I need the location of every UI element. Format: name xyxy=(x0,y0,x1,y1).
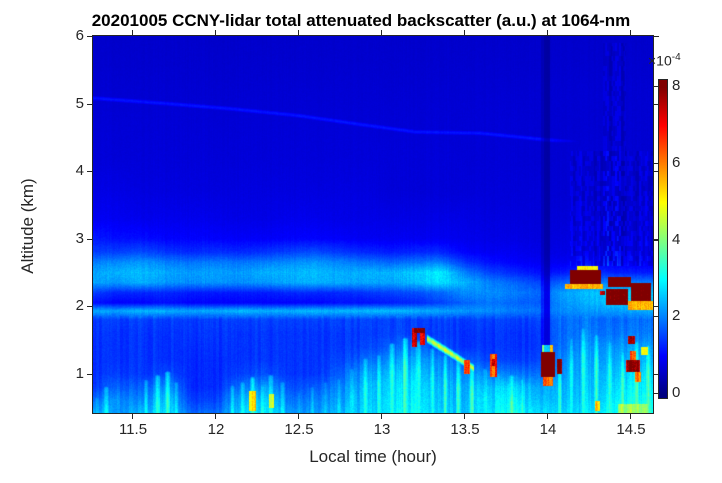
x-tick-mark-top xyxy=(547,30,548,35)
x-tick-label-14: 14 xyxy=(539,421,557,438)
x-tick-mark-top xyxy=(464,30,465,35)
x-tick-mark-top xyxy=(215,30,216,35)
x-tick-mark-top xyxy=(132,30,133,35)
y-tick-mark-right xyxy=(654,239,659,240)
x-tick-label-13: 13 xyxy=(373,421,391,438)
colorbar-multiplier: ×10-4 xyxy=(648,52,681,69)
y-tick-mark xyxy=(87,306,92,307)
colorbar-tick-label-6: 6 xyxy=(672,154,681,171)
colorbar-tick-mark xyxy=(654,86,659,87)
x-tick-mark xyxy=(630,414,631,419)
colorbar-tick-label-4: 4 xyxy=(672,231,681,248)
y-axis-label: Altitude (km) xyxy=(18,178,37,274)
y-tick-label-2: 2 xyxy=(75,297,84,314)
y-tick-mark-right xyxy=(654,306,659,307)
x-axis-label: Local time (hour) xyxy=(309,447,437,466)
colorbar xyxy=(659,80,667,398)
colorbar-tick-mark xyxy=(654,393,659,394)
colorbar-tick-mark xyxy=(654,316,659,317)
y-tick-label-1: 1 xyxy=(75,365,84,382)
y-tick-label-6: 6 xyxy=(75,27,84,44)
x-tick-label-14.5: 14.5 xyxy=(616,421,646,438)
x-tick-mark xyxy=(464,414,465,419)
x-tick-mark-top xyxy=(630,30,631,35)
x-tick-mark-top xyxy=(381,30,382,35)
y-tick-mark xyxy=(87,374,92,375)
y-tick-label-4: 4 xyxy=(75,162,84,179)
chart-title: 20201005 CCNY-lidar total attenuated bac… xyxy=(91,11,631,30)
x-tick-mark xyxy=(132,414,133,419)
colorbar-frame xyxy=(658,79,668,399)
y-tick-label-3: 3 xyxy=(75,230,84,247)
x-tick-label-12.5: 12.5 xyxy=(284,421,314,438)
x-tick-label-11.5: 11.5 xyxy=(118,421,148,438)
y-tick-mark-right xyxy=(654,171,659,172)
x-tick-label-12: 12 xyxy=(207,421,225,438)
colorbar-multiplier-base: ×10 xyxy=(648,52,672,69)
heatmap-plot xyxy=(93,36,653,413)
y-tick-mark-right xyxy=(654,104,659,105)
x-tick-mark xyxy=(547,414,548,419)
colorbar-tick-mark xyxy=(654,240,659,241)
y-tick-mark xyxy=(87,36,92,37)
y-tick-mark xyxy=(87,171,92,172)
x-tick-mark xyxy=(298,414,299,419)
x-tick-label-13.5: 13.5 xyxy=(450,421,480,438)
y-tick-mark-right xyxy=(654,36,659,37)
colorbar-tick-mark xyxy=(654,163,659,164)
y-tick-label-5: 5 xyxy=(75,95,84,112)
colorbar-tick-label-8: 8 xyxy=(672,77,681,94)
colorbar-multiplier-exponent: -4 xyxy=(671,52,681,63)
y-tick-mark xyxy=(87,239,92,240)
y-tick-mark-right xyxy=(654,374,659,375)
x-tick-mark xyxy=(381,414,382,419)
x-tick-mark xyxy=(215,414,216,419)
x-tick-mark-top xyxy=(298,30,299,35)
colorbar-tick-label-0: 0 xyxy=(672,384,681,401)
y-tick-mark xyxy=(87,104,92,105)
colorbar-tick-label-2: 2 xyxy=(672,307,681,324)
